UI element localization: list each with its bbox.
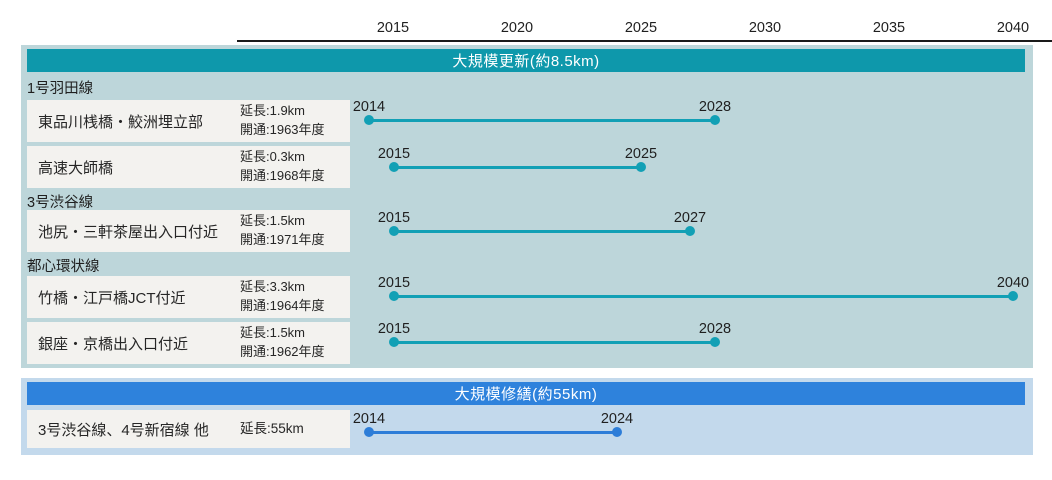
project-opened: 開通:1962年度 [240, 344, 325, 359]
timeline-start-dot [389, 337, 399, 347]
project-length: 延長:3.3km [240, 279, 306, 295]
project-opened: 開通:1968年度 [240, 168, 325, 183]
timeline-start-year: 2015 [377, 321, 411, 337]
timeline-line [394, 340, 715, 344]
timeline-end-year: 2024 [600, 411, 634, 427]
project-card: 銀座・京橋出入口付近 延長:1.5km 開通:1962年度 [27, 322, 350, 364]
project-length: 延長:0.3km [240, 149, 306, 165]
timeline-start-year: 2015 [377, 146, 411, 162]
timeline-end-year: 2040 [996, 275, 1030, 291]
project-length: 延長:1.5km [240, 213, 306, 229]
project-length: 延長:1.5km [240, 325, 306, 341]
project-spec: 延長:1.9km 開通:1963年度 [240, 102, 325, 140]
timeline-start-dot [364, 115, 374, 125]
timeline-start-year: 2014 [352, 411, 386, 427]
project-name: 池尻・三軒茶屋出入口付近 [38, 223, 219, 241]
timeline-start-dot [389, 291, 399, 301]
axis-year-label: 2035 [872, 20, 906, 36]
timeline-end-year: 2028 [698, 321, 732, 337]
timeline-end-year: 2025 [624, 146, 658, 162]
timeline-start-dot [389, 226, 399, 236]
project-name: 銀座・京橋出入口付近 [38, 335, 189, 353]
project-length: 延長:55km [240, 421, 304, 437]
timeline-line [369, 118, 715, 122]
timeline-end-year: 2027 [673, 210, 707, 226]
project-spec: 延長:1.5km 開通:1962年度 [240, 324, 325, 362]
project-name: 東品川桟橋・鮫洲埋立部 [38, 113, 204, 131]
project-spec: 延長:1.5km 開通:1971年度 [240, 212, 325, 250]
timeline-line [394, 165, 641, 169]
timeline-end-dot [1008, 291, 1018, 301]
timeline-end-year: 2028 [698, 99, 732, 115]
axis-line [237, 40, 1052, 42]
section-renewal-header: 大規模更新(約8.5km) [27, 49, 1025, 72]
project-card: 高速大師橋 延長:0.3km 開通:1968年度 [27, 146, 350, 188]
group-label-shibuya-line: 3号渋谷線 [27, 195, 94, 211]
axis-year-label: 2030 [748, 20, 782, 36]
section-renewal-panel: 大規模更新(約8.5km) 1号羽田線 東品川桟橋・鮫洲埋立部 延長:1.9km… [21, 45, 1033, 368]
timeline-start-dot [364, 427, 374, 437]
project-length: 延長:1.9km [240, 103, 306, 119]
project-spec: 延長:3.3km 開通:1964年度 [240, 278, 325, 316]
project-card: 東品川桟橋・鮫洲埋立部 延長:1.9km 開通:1963年度 [27, 100, 350, 142]
axis-year-label: 2025 [624, 20, 658, 36]
axis-year-label: 2020 [500, 20, 534, 36]
project-card: 竹橋・江戸橋JCT付近 延長:3.3km 開通:1964年度 [27, 276, 350, 318]
timeline-end-dot [612, 427, 622, 437]
project-name: 高速大師橋 [38, 159, 114, 177]
timeline-end-dot [710, 115, 720, 125]
project-name: 3号渋谷線、4号新宿線 他 [38, 421, 209, 439]
section-repair-header: 大規模修繕(約55km) [27, 382, 1025, 405]
project-opened: 開通:1963年度 [240, 122, 325, 137]
section-repair-panel: 大規模修繕(約55km) 3号渋谷線、4号新宿線 他 延長:55km [21, 378, 1033, 455]
project-card: 池尻・三軒茶屋出入口付近 延長:1.5km 開通:1971年度 [27, 210, 350, 252]
axis-year-label: 2040 [996, 20, 1030, 36]
timeline-line [394, 294, 1013, 298]
timeline-line [394, 229, 690, 233]
timeline-end-dot [636, 162, 646, 172]
section-repair-title: 大規模修繕(約55km) [454, 386, 598, 403]
timeline-start-year: 2015 [377, 210, 411, 226]
timeline-start-year: 2014 [352, 99, 386, 115]
timeline-line [369, 430, 617, 434]
timeline-end-dot [685, 226, 695, 236]
timeline-start-year: 2015 [377, 275, 411, 291]
project-spec: 延長:0.3km 開通:1968年度 [240, 148, 325, 186]
project-opened: 開通:1971年度 [240, 232, 325, 247]
timeline-end-dot [710, 337, 720, 347]
project-card: 3号渋谷線、4号新宿線 他 延長:55km [27, 410, 350, 448]
project-opened: 開通:1964年度 [240, 298, 325, 313]
timeline-start-dot [389, 162, 399, 172]
section-renewal-title: 大規模更新(約8.5km) [452, 53, 600, 70]
group-label-haneda-line: 1号羽田線 [27, 81, 94, 97]
project-name: 竹橋・江戸橋JCT付近 [38, 289, 186, 307]
group-label-inner-circular: 都心環状線 [27, 259, 100, 275]
axis-year-label: 2015 [376, 20, 410, 36]
